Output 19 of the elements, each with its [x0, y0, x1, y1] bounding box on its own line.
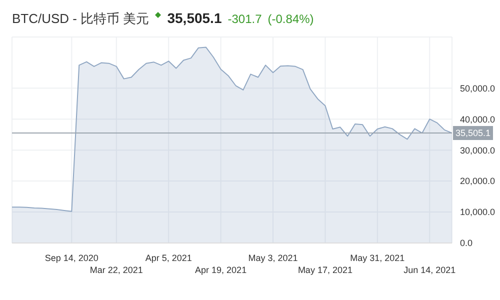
y-tick-label: 10,000.0 [460, 207, 496, 218]
x-tick-label: May 17, 2021 [298, 265, 352, 275]
text: -301.7 [228, 12, 262, 26]
y-tick-label: 30,000.0 [460, 145, 496, 156]
y-tick-label: 50,000.0 [460, 83, 496, 94]
x-tick-label: Mar 22, 2021 [90, 265, 143, 275]
x-tick-label: Sep 14, 2020 [44, 253, 98, 263]
x-tick-label: Jun 14, 2021 [404, 265, 456, 275]
text: 35,505.1 [167, 10, 222, 26]
x-tick-label: Apr 19, 2021 [195, 265, 247, 275]
y-tick-label: 20,000.0 [460, 176, 496, 186]
y-tick-label: 40,000.0 [460, 114, 496, 124]
chart-title: BTC/USD - 比特币 美元 [12, 10, 150, 28]
text: (-0.84%) [268, 12, 314, 26]
ref-line-label: 35,505.1 [455, 128, 491, 138]
x-tick-label: Apr 5, 2021 [145, 253, 192, 263]
y-tick-label: 0.0 [460, 238, 473, 248]
x-tick-label: May 31, 2021 [350, 253, 405, 263]
x-tick-label: May 3, 2021 [248, 253, 298, 263]
